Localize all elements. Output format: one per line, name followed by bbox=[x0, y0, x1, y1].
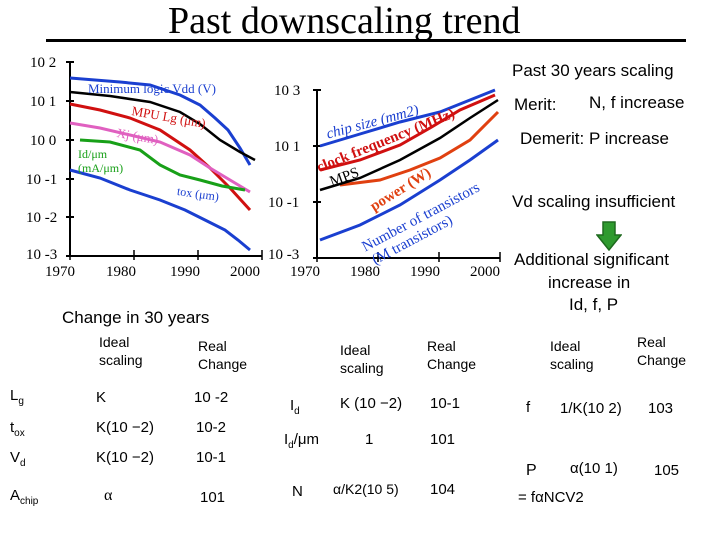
right-x-tick-3: 2000 bbox=[470, 264, 500, 280]
t1-row-vd-param: Vd bbox=[10, 449, 26, 469]
t1-row-tox-real: 10-2 bbox=[196, 419, 227, 436]
t2-row-n-real: 104 bbox=[430, 481, 456, 498]
right-y-tick-3: 10 -3 bbox=[268, 247, 300, 263]
t2-row-idum-param: Id/μm bbox=[284, 431, 320, 451]
t2-row-idum-real: 101 bbox=[430, 431, 456, 448]
left-y-tick-0: 10 2 bbox=[30, 55, 57, 71]
left-y-tick-4: 10 -2 bbox=[26, 210, 58, 226]
t3-header-real: Real Change bbox=[637, 334, 687, 368]
t2-row-id-ideal: K (10 −2) bbox=[340, 395, 403, 412]
t2-header-real: Real Change bbox=[427, 338, 477, 372]
power-line bbox=[339, 110, 500, 187]
tox-line bbox=[69, 168, 251, 252]
vd-scaling-note: Vd scaling insufficient bbox=[512, 192, 676, 211]
t1-header-real: Real Change bbox=[198, 338, 248, 372]
t1-row-vd-real: 10-1 bbox=[196, 449, 227, 466]
left-x-tick-0: 1970 bbox=[45, 264, 75, 280]
t3-row-f-ideal: 1/K(10 2) bbox=[560, 400, 622, 417]
black-decline-line bbox=[69, 90, 256, 162]
merit-value: N, f increase bbox=[589, 93, 685, 112]
t3-row-f-real: 103 bbox=[648, 400, 674, 417]
additional-line-1: Additional significant bbox=[514, 250, 669, 269]
t3-header-ideal: Ideal scaling bbox=[550, 338, 594, 372]
title-underline bbox=[46, 39, 686, 42]
left-chart-frame bbox=[69, 62, 262, 257]
t1-row-tox-param: tox bbox=[10, 419, 25, 439]
t2-row-n-ideal: α/K2(10 5) bbox=[333, 481, 399, 497]
right-y-tick-1: 10 1 bbox=[274, 139, 301, 155]
t1-row-vd-ideal: K(10 −2) bbox=[96, 449, 154, 466]
t3-row-p-param: P bbox=[526, 462, 537, 479]
left-y-tick-3: 10 -1 bbox=[26, 172, 58, 188]
left-x-tick-3: 2000 bbox=[230, 264, 260, 280]
t1-row-lg-param: Lg bbox=[10, 387, 24, 407]
left-x-tick-2: 1990 bbox=[170, 264, 200, 280]
chip-size-line bbox=[319, 88, 496, 148]
id-line bbox=[79, 138, 246, 192]
t2-header-ideal: Ideal scaling bbox=[340, 342, 384, 376]
left-x-tick-1: 1980 bbox=[106, 264, 136, 280]
t3-row-p-ideal: α(10 1) bbox=[570, 460, 618, 477]
t2-row-n-param: N bbox=[292, 483, 303, 500]
right-x-tick-marks bbox=[316, 252, 501, 262]
num-transistors-line bbox=[319, 138, 499, 242]
t3-row-f-param: f bbox=[526, 399, 531, 416]
t1-row-achip-real: 101 bbox=[200, 489, 226, 506]
power-formula: = fαNCV2 bbox=[518, 489, 584, 506]
t1-row-achip-param: Achip bbox=[10, 487, 39, 507]
right-x-tick-2: 1990 bbox=[410, 264, 440, 280]
right-black-line bbox=[319, 98, 499, 192]
t1-row-tox-ideal: K(10 −2) bbox=[96, 419, 154, 436]
additional-line-2: increase in bbox=[548, 273, 631, 292]
left-x-tick-marks bbox=[69, 250, 263, 260]
right-x-tick-1: 1980 bbox=[350, 264, 380, 280]
additional-line-3: Id, f, P bbox=[569, 295, 619, 314]
t2-row-id-param: Id bbox=[290, 397, 300, 417]
right-x-tick-0: 1970 bbox=[290, 264, 320, 280]
t2-row-idum-ideal: 1 bbox=[365, 431, 374, 448]
left-y-tick-marks bbox=[66, 61, 74, 257]
t3-row-p-real: 105 bbox=[654, 462, 680, 479]
right-chart-frame bbox=[316, 90, 500, 259]
right-y-tick-0: 10 3 bbox=[274, 83, 301, 99]
t1-header-ideal: Ideal scaling bbox=[99, 334, 143, 368]
vdd-line bbox=[69, 76, 252, 166]
t2-row-id-real: 10-1 bbox=[430, 395, 461, 412]
left-y-tick-5: 10 -3 bbox=[26, 247, 58, 263]
page-title: Past downscaling trend bbox=[168, 0, 521, 42]
lg-line bbox=[69, 102, 252, 212]
clock-frequency-line bbox=[319, 93, 496, 172]
id-per-um-label: Id/μm bbox=[78, 147, 108, 161]
change-heading: Change in 30 years bbox=[62, 308, 210, 327]
id-per-um-unit-label: (mA/μm) bbox=[78, 161, 124, 175]
min-logic-vdd-label: Minimum logic Vdd (V) bbox=[88, 81, 216, 96]
past-30-years-label: Past 30 years scaling bbox=[512, 61, 674, 80]
t1-row-lg-ideal: K bbox=[96, 389, 107, 406]
down-arrow-icon bbox=[596, 221, 622, 251]
t1-row-achip-ideal: α bbox=[104, 487, 113, 504]
t1-row-lg-real: 10 -2 bbox=[194, 389, 229, 406]
left-y-tick-1: 10 1 bbox=[30, 94, 57, 110]
merit-label: Merit: bbox=[514, 95, 557, 114]
xj-line bbox=[69, 121, 251, 194]
demerit-label: Demerit: P increase bbox=[520, 129, 669, 148]
left-y-tick-2: 10 0 bbox=[30, 133, 57, 149]
right-y-tick-2: 10 -1 bbox=[268, 195, 300, 211]
